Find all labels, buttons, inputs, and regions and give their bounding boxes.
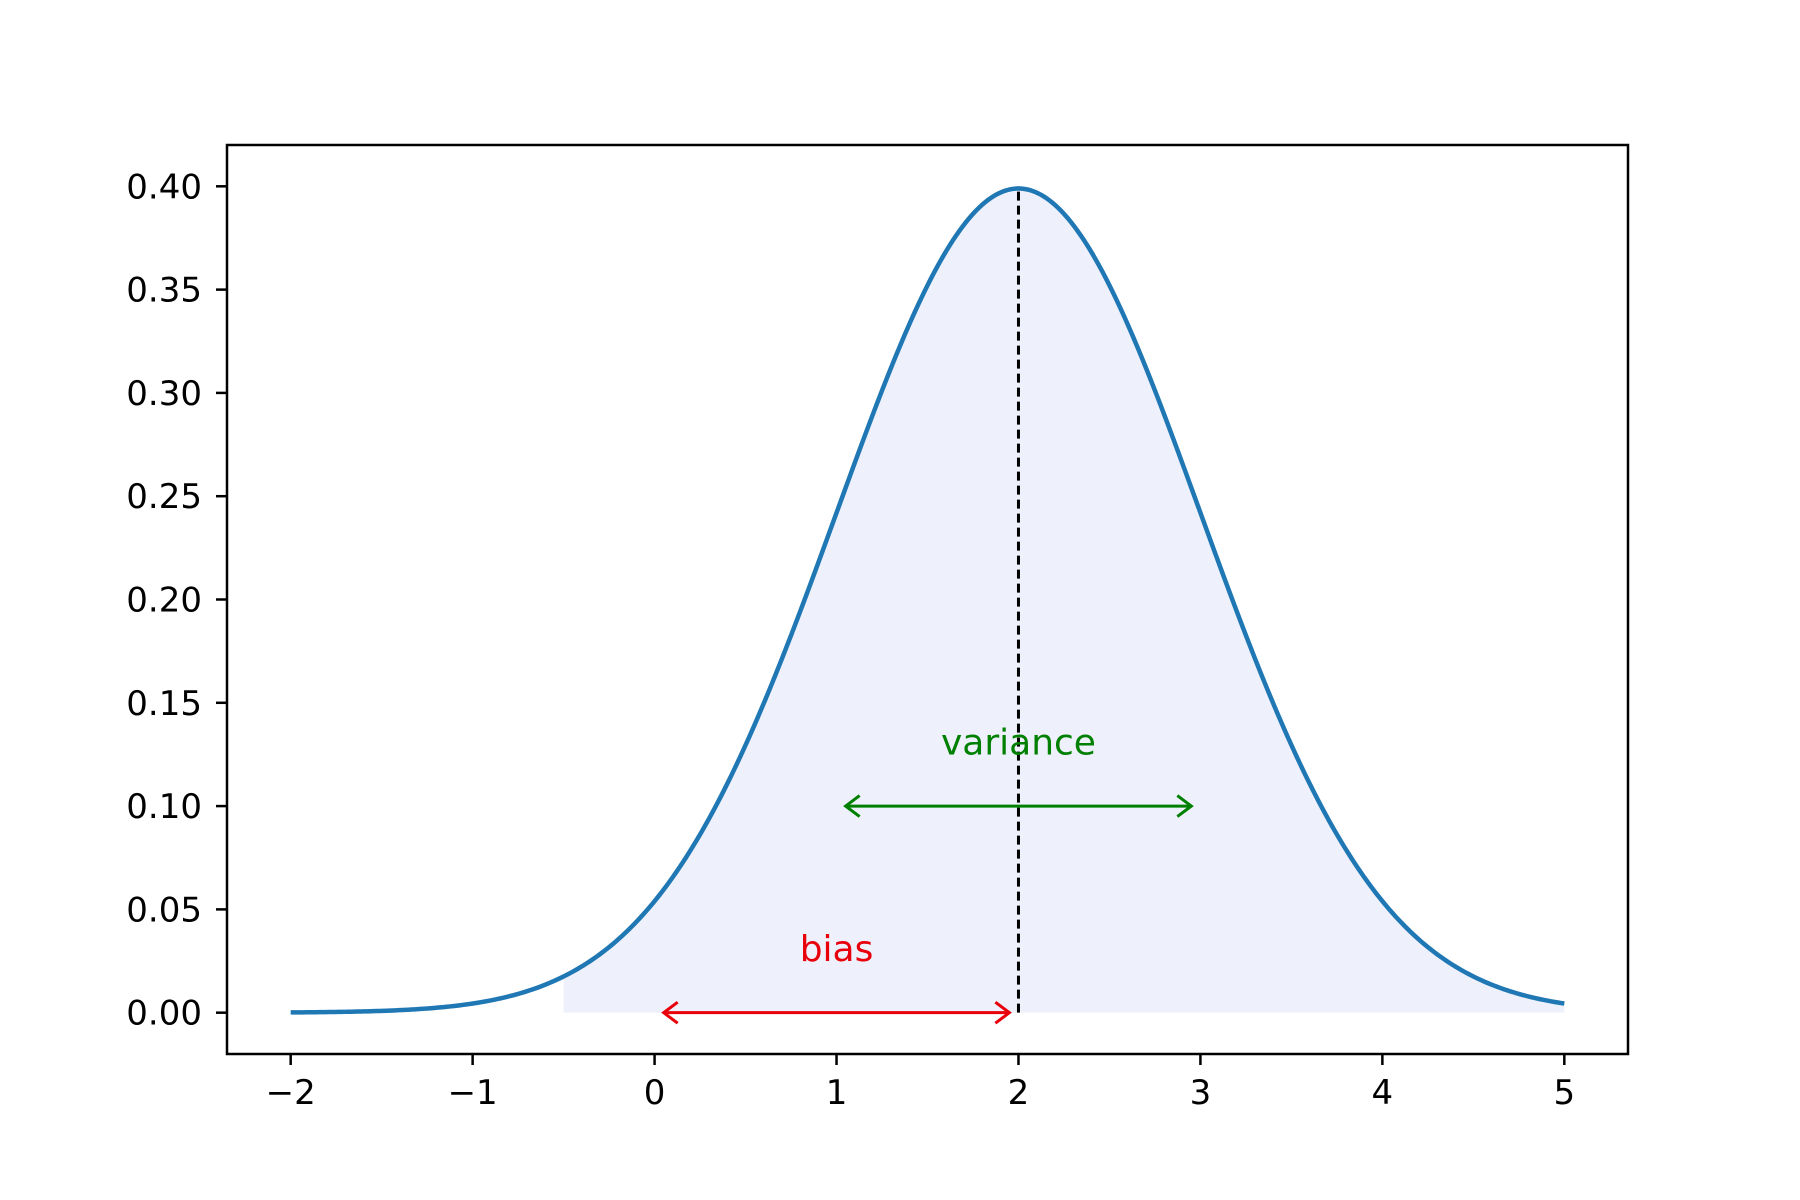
y-tick-label: 0.20 [126,581,202,621]
y-tick-label: 0.10 [126,787,202,827]
series-line [290,186,1565,1015]
y-tick-label: 0.05 [126,890,202,930]
variance-arrow-head-left [843,794,861,818]
y-tick-label: 0.00 [126,994,202,1034]
bias-arrow-head-left [661,1000,679,1025]
x-tick-label: 3 [1190,1073,1212,1113]
x-tick-label: 1 [826,1073,848,1113]
x-tick-label: 4 [1372,1073,1394,1113]
bias-arrow-head-right [994,1000,1012,1025]
y-tick-label: 0.25 [126,477,202,517]
y-tick-label: 0.15 [126,684,202,724]
y-tick-label: 0.35 [126,271,202,311]
bias-label: bias [800,929,874,970]
x-tick-label: 0 [644,1073,666,1113]
y-tick-label: 0.30 [126,374,202,414]
area-fill [563,188,1565,1013]
variance-label: variance [941,722,1096,763]
x-tick-label: −2 [266,1073,316,1113]
variance-arrow-head-right [1176,794,1194,818]
x-tick-label: 5 [1553,1073,1575,1113]
x-tick-label: −1 [448,1073,498,1113]
x-tick-label: 2 [1008,1073,1030,1113]
y-tick-label: 0.40 [126,167,202,207]
